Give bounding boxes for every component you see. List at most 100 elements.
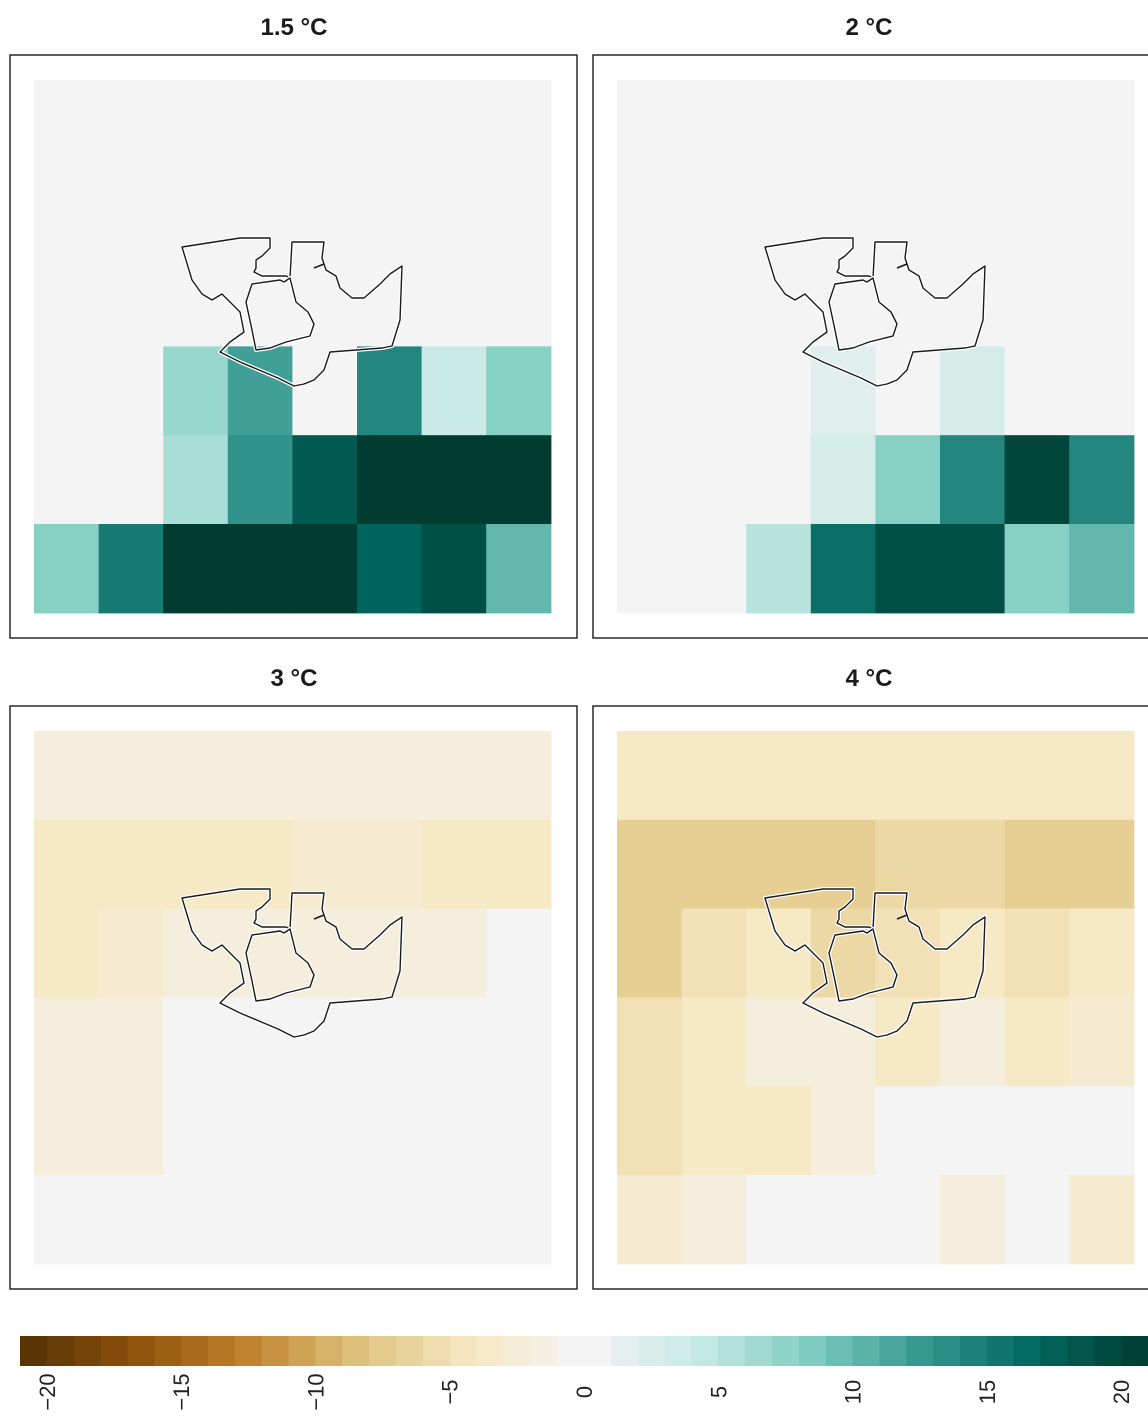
grid-cell [1069, 346, 1135, 436]
grid-cell [163, 908, 229, 998]
city-boundary [181, 888, 403, 1038]
boundary-mark [896, 914, 908, 920]
colorbar-bin [127, 1336, 155, 1366]
grid-cell [486, 168, 552, 259]
grid-cell [940, 997, 1006, 1087]
grid-cell [357, 257, 423, 347]
grid-cell [681, 257, 747, 347]
grid-cell [292, 908, 358, 998]
colorbar-bin [1067, 1336, 1095, 1366]
grid-cell [617, 1086, 683, 1176]
panel-title-4: 4 °C [845, 665, 893, 692]
grid-cell [163, 524, 229, 614]
colorbar-bin [288, 1336, 316, 1366]
grid-cell [681, 1086, 747, 1176]
grid-cell [357, 819, 423, 910]
grid-cell [421, 908, 487, 998]
grid-cell [357, 524, 423, 614]
grid-cell [486, 1175, 552, 1265]
grid-cell [617, 908, 683, 998]
grid-cell [1004, 997, 1070, 1087]
colorbar-bin [960, 1336, 988, 1366]
grid-cell [163, 997, 229, 1087]
grid-cell [227, 435, 293, 525]
colorbar-bin [234, 1336, 263, 1366]
colorbar: −20 −15 −10 −5 0 5 10 15 20 [20, 1336, 1148, 1411]
colorbar-bin [46, 1336, 75, 1366]
grid-cell [421, 819, 487, 910]
grid-cell [227, 908, 293, 998]
colorbar-bin [1094, 1336, 1122, 1366]
grid-cell [34, 908, 100, 998]
grid-cell [486, 997, 552, 1087]
colorbar-bin [369, 1336, 397, 1366]
grid-cell [486, 819, 552, 910]
colorbar-bin [530, 1336, 558, 1366]
boundary-mark [313, 263, 325, 269]
grid-cell [1069, 524, 1135, 614]
grid-cell [163, 80, 229, 170]
grid-cell [98, 997, 164, 1087]
grid-cell [1069, 435, 1135, 525]
grid-cell [940, 1175, 1006, 1265]
grid-cell [34, 168, 100, 259]
grid-cell [681, 435, 747, 525]
grid-cell [746, 1086, 812, 1176]
grid-cell [1004, 1086, 1070, 1176]
colorbar-bin [557, 1336, 585, 1366]
grid-cell [357, 435, 423, 525]
colorbar-bin [181, 1336, 209, 1366]
colorbar-bin [20, 1336, 48, 1366]
grid-cell [1004, 731, 1070, 821]
grid-cell [486, 908, 552, 998]
colorbar-tick-label: 20 [1109, 1380, 1134, 1404]
grid-cell [421, 257, 487, 347]
colorbar-bin [610, 1336, 639, 1366]
grid-cell [34, 80, 100, 170]
grid-cell [810, 1175, 876, 1265]
grid-cell [357, 168, 423, 259]
panel-1 [9, 54, 578, 639]
grid-cell [227, 731, 293, 821]
grid-cell [227, 524, 293, 614]
grid-cell [292, 731, 358, 821]
grid-cell [940, 731, 1006, 821]
grid-cell [681, 168, 747, 259]
grid-cell [421, 346, 487, 436]
grid-cell [98, 257, 164, 347]
grid-cell [1004, 435, 1070, 525]
grid-cell [875, 524, 941, 614]
grid-cell [810, 257, 876, 347]
grid-cell [486, 435, 552, 525]
grid-cell [875, 1086, 941, 1176]
colorbar-bin [879, 1336, 907, 1366]
grid-cell [1004, 524, 1070, 614]
grid-cell [1004, 346, 1070, 436]
grid-cell [227, 1086, 293, 1176]
inner-boundary [245, 277, 315, 351]
panel-title-2: 2 °C [845, 14, 893, 41]
colorbar-bin [852, 1336, 880, 1366]
grid-cell [746, 435, 812, 525]
grid-cell [940, 80, 1006, 170]
boundary-mark [313, 914, 325, 920]
grid-cell [357, 908, 423, 998]
colorbar-tick-label: −10 [303, 1373, 328, 1410]
grid-cell [1004, 80, 1070, 170]
grid-cell [357, 997, 423, 1087]
grid-cell [486, 346, 552, 436]
colorbar-bin [825, 1336, 854, 1366]
grid-cell [1069, 257, 1135, 347]
grid-cell [292, 1175, 358, 1265]
colorbar-bin [261, 1336, 290, 1366]
colorbar-bin [1013, 1336, 1042, 1366]
grid-cell [421, 80, 487, 170]
city-boundary [181, 237, 403, 387]
grid-cell [810, 908, 876, 998]
grid-cell [617, 731, 683, 821]
grid-cell [357, 1086, 423, 1176]
grid-cell [746, 1175, 812, 1265]
grid-cell [746, 80, 812, 170]
grid-cell [1004, 819, 1070, 910]
grid-cell [617, 80, 683, 170]
